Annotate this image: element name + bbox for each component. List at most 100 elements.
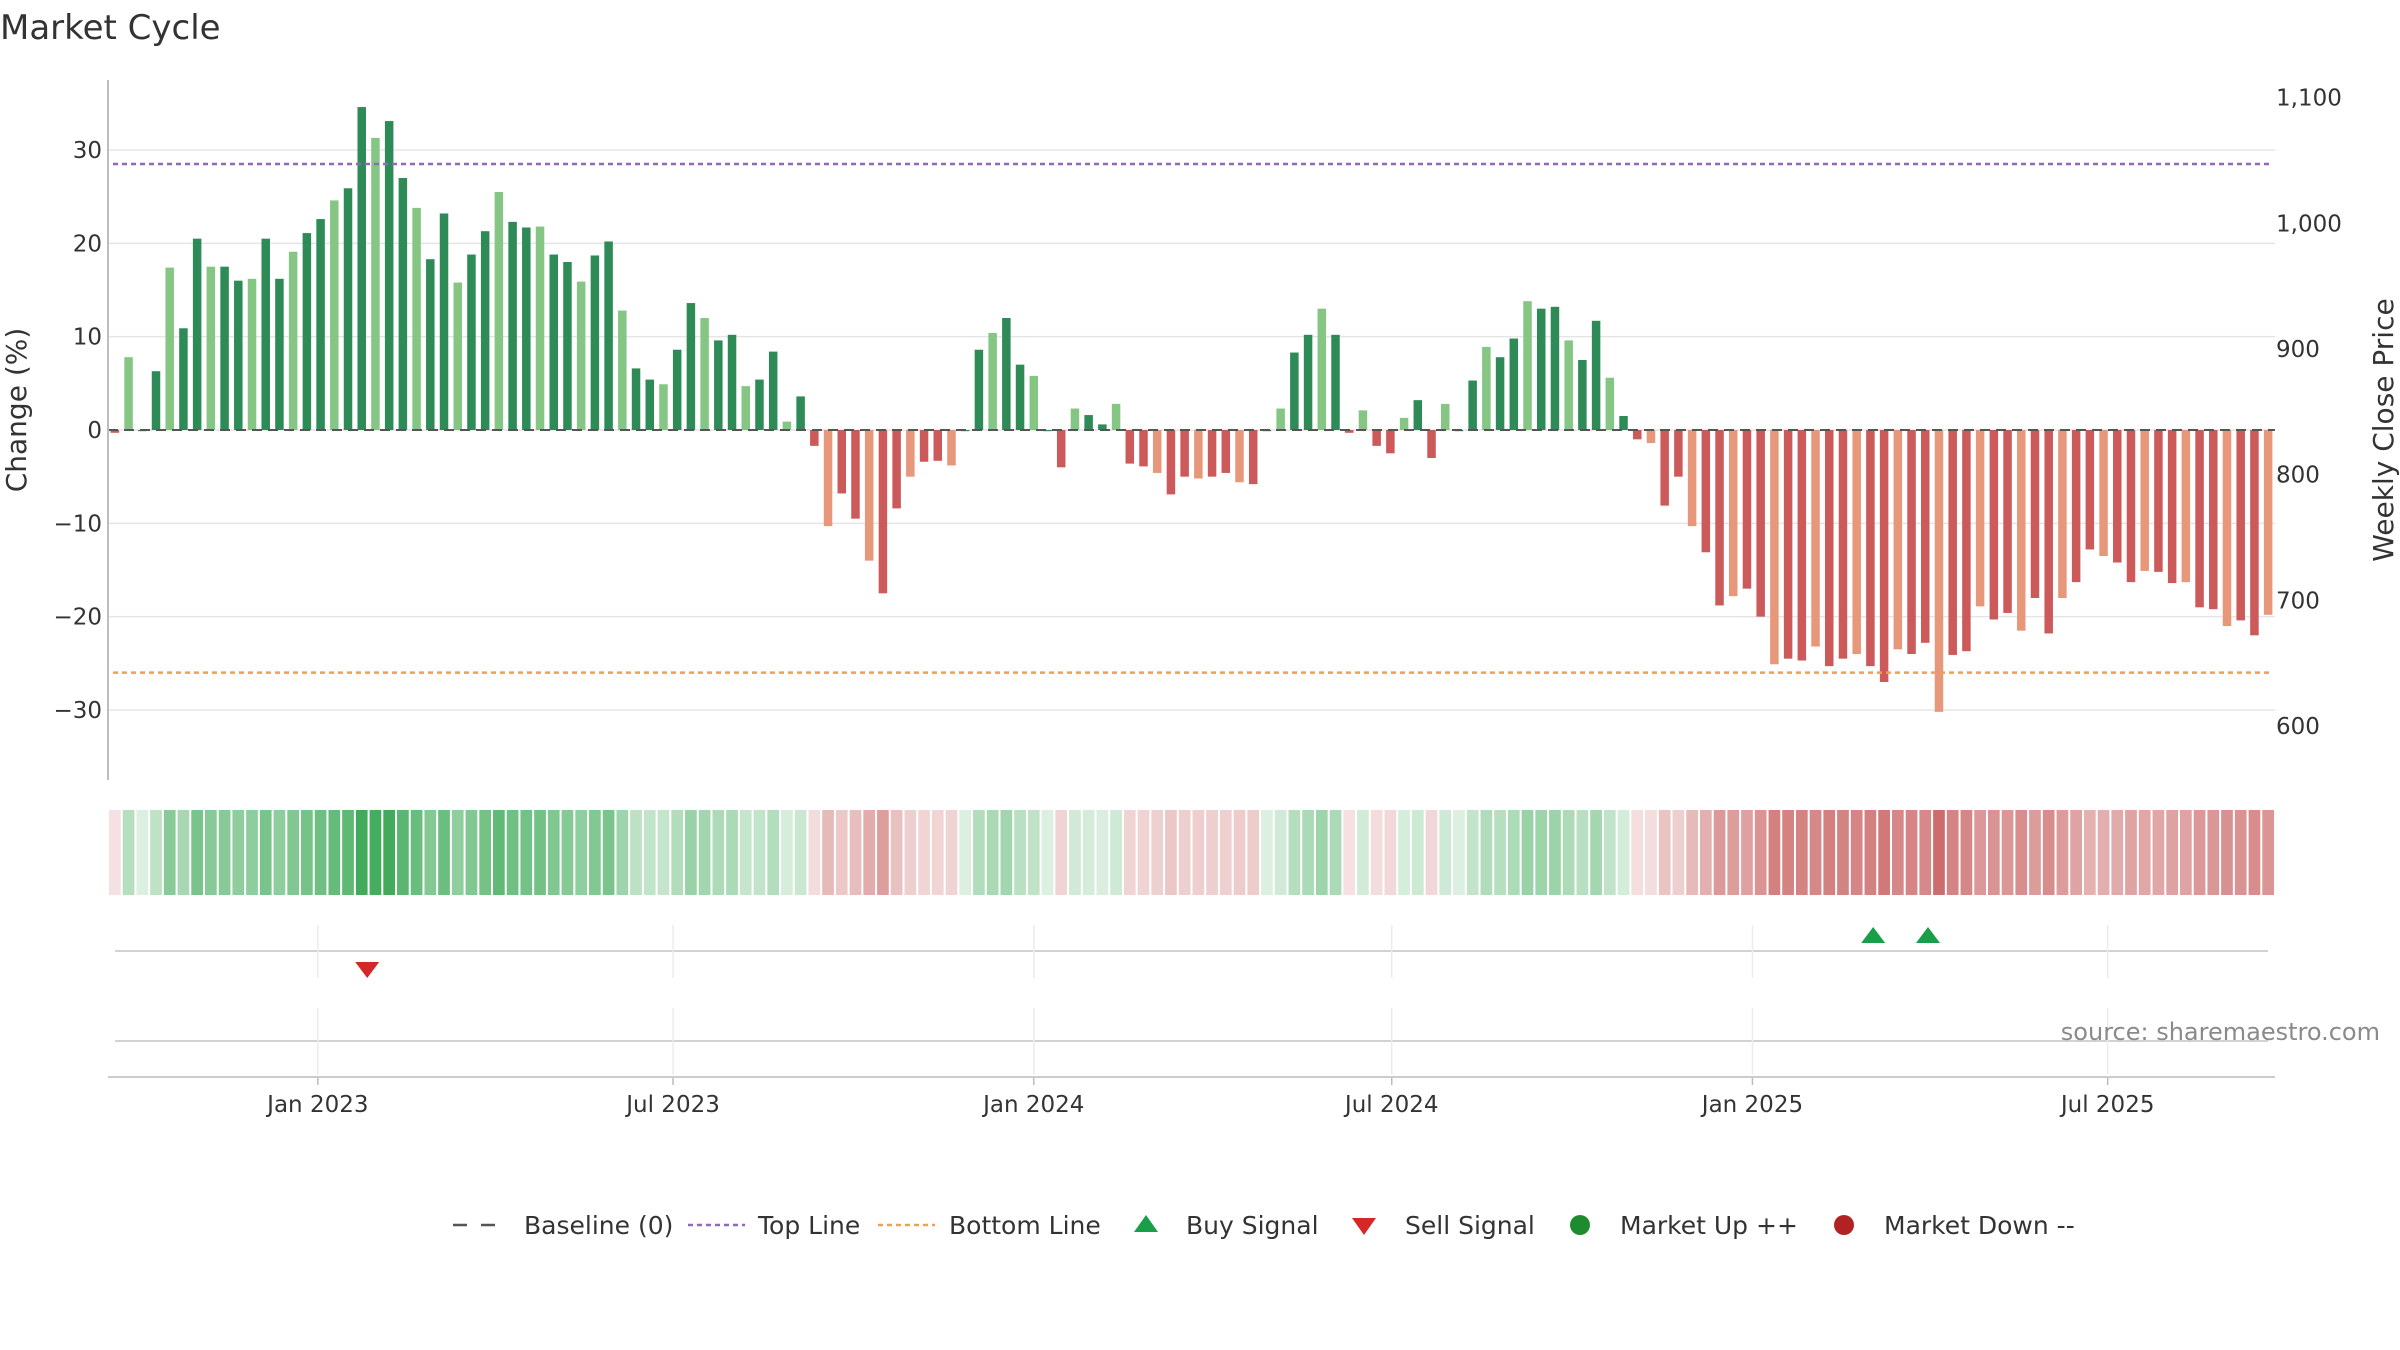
change-bar — [1166, 430, 1176, 495]
change-bar — [2099, 430, 2108, 556]
change-bar — [1276, 408, 1285, 430]
change-bar — [645, 379, 655, 430]
signal-panel — [115, 925, 2268, 1075]
legend: Baseline (0) Top Line Bottom Line Buy Signa… — [453, 1211, 2075, 1240]
heat-cell — [1370, 810, 1383, 895]
x-tick-label: Jul 2023 — [624, 1092, 720, 1118]
heat-cell — [767, 810, 780, 895]
change-bar — [2113, 430, 2122, 563]
change-bar — [1687, 430, 1697, 527]
change-bar — [1975, 430, 1985, 607]
heat-cell — [163, 810, 176, 895]
y-tick-label: 10 — [73, 325, 102, 351]
change-bar — [1632, 430, 1642, 440]
heat-cell — [657, 810, 670, 895]
heat-cell — [1466, 810, 1479, 895]
change-bar — [892, 430, 901, 509]
change-bar — [988, 332, 997, 430]
change-bar — [1468, 380, 1477, 430]
heat-cell — [794, 810, 807, 895]
heat-cell — [739, 810, 752, 895]
change-bar — [1948, 430, 1957, 655]
change-bar — [1344, 430, 1354, 433]
change-bar — [1536, 308, 1546, 430]
legend-buy-swatch — [1134, 1215, 1158, 1232]
heat-cell — [534, 810, 546, 895]
y-tick-label: −30 — [53, 698, 102, 724]
change-bar — [275, 278, 284, 430]
change-bar — [782, 421, 792, 430]
heat-cell — [246, 810, 258, 895]
buy-signal-marker — [1861, 927, 1886, 943]
heat-cell — [1453, 810, 1465, 895]
heat-cell — [2179, 810, 2192, 895]
heat-cell — [602, 810, 615, 895]
heat-cell — [232, 810, 245, 895]
change-bar — [179, 328, 188, 430]
heat-cell — [1713, 810, 1726, 895]
heat-cell — [1425, 810, 1438, 895]
heat-cell — [2152, 810, 2165, 895]
legend-label: Baseline (0) — [524, 1211, 673, 1240]
heat-cell — [1315, 810, 1328, 895]
heat-cell — [1699, 810, 1712, 895]
heat-cell — [547, 810, 560, 895]
change-bar — [1509, 338, 1519, 430]
change-bar — [796, 396, 805, 430]
heat-cell — [1946, 810, 1959, 895]
change-bar — [384, 121, 394, 431]
heat-cell — [918, 810, 930, 895]
heat-cell — [589, 810, 601, 895]
legend-label: Market Down -- — [1884, 1211, 2075, 1240]
x-tick-label: Jul 2024 — [1343, 1092, 1439, 1118]
change-bar — [878, 430, 888, 594]
heat-cell — [863, 810, 876, 895]
heat-cell — [1603, 810, 1616, 895]
heat-cell — [1494, 810, 1506, 895]
heat-cell — [1261, 810, 1273, 895]
change-bar — [1811, 430, 1820, 647]
change-bar — [1660, 430, 1669, 506]
change-bar — [2222, 430, 2232, 626]
y-tick-label: 30 — [73, 138, 102, 164]
change-bar — [453, 282, 462, 430]
change-bar — [1125, 430, 1135, 464]
heat-cell — [1151, 810, 1164, 895]
heat-cell — [1768, 810, 1781, 895]
heat-cell — [1302, 810, 1314, 895]
change-bars — [110, 107, 2273, 712]
heat-cell — [1343, 810, 1356, 895]
change-bar — [2017, 430, 2026, 631]
heat-cell — [342, 810, 354, 895]
heat-cell — [1576, 810, 1589, 895]
heat-cell — [822, 810, 834, 895]
heat-cell — [945, 810, 958, 895]
change-bar — [974, 349, 984, 430]
buy-signal-marker — [1916, 927, 1941, 943]
heat-cell — [506, 810, 519, 895]
change-bar — [851, 430, 860, 519]
change-bar — [1797, 430, 1807, 661]
legend-label: Bottom Line — [949, 1211, 1101, 1240]
heat-cell — [1850, 810, 1863, 895]
change-bar — [1605, 377, 1615, 430]
heat-cell — [314, 810, 327, 895]
change-bar — [2195, 430, 2204, 608]
heat-cell — [1219, 810, 1232, 895]
heat-cell — [726, 810, 738, 895]
change-bar — [1303, 334, 1313, 430]
change-bar — [741, 386, 751, 430]
heat-cell — [2138, 810, 2151, 895]
change-bar — [604, 241, 613, 430]
heat-cell — [630, 810, 642, 895]
change-bar — [1934, 430, 1944, 712]
heat-cell — [753, 810, 766, 895]
change-bar — [412, 207, 421, 430]
heat-cell — [1837, 810, 1849, 895]
change-bar — [330, 200, 339, 430]
change-bar — [700, 318, 709, 430]
change-bar — [151, 371, 161, 430]
change-bar — [165, 267, 174, 430]
change-bar — [1674, 430, 1683, 477]
heat-cell — [1027, 810, 1040, 895]
